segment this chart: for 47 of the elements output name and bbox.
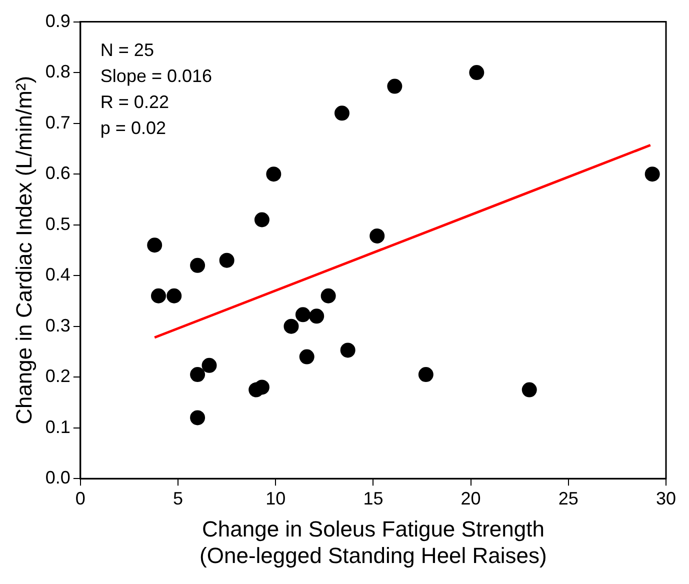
- y-tick-label: 0.9: [45, 10, 70, 31]
- x-axis-title: Change in Soleus Fatigue Strength (One-legged Standing Heel Raises): [200, 516, 547, 568]
- y-axis-title: Change in Cardiac Index (L/min/m²): [11, 76, 36, 424]
- x-tick-label: 25: [558, 488, 578, 508]
- point: [334, 106, 350, 121]
- y-tick-label: 0.3: [45, 315, 70, 336]
- x-tick-label: 20: [460, 488, 481, 508]
- x-tick-label: 15: [363, 488, 384, 508]
- point: [147, 238, 162, 253]
- point: [190, 258, 206, 273]
- x-tick-label: 5: [173, 488, 184, 508]
- annotation: p = 0.02: [100, 118, 166, 138]
- y-tick-label: 0.7: [45, 112, 70, 132]
- point: [219, 252, 234, 268]
- x-tick-label: 0: [75, 488, 86, 508]
- y-tick-label: 0.6: [45, 163, 70, 184]
- point: [469, 65, 484, 80]
- y-tick-label: 0.1: [45, 416, 70, 437]
- point: [295, 307, 310, 322]
- point: [266, 166, 282, 182]
- point: [340, 342, 356, 358]
- point: [254, 380, 270, 395]
- point: [190, 367, 206, 382]
- point: [522, 382, 537, 398]
- x-tick-label: 10: [266, 488, 286, 508]
- point: [151, 288, 166, 304]
- point: [299, 349, 314, 364]
- x-tick-label: 30: [656, 488, 676, 508]
- annotation: N = 25: [100, 40, 154, 60]
- y-tick-label: 0.8: [45, 62, 70, 82]
- annotation: R = 0.22: [100, 92, 169, 112]
- point: [320, 288, 336, 304]
- point: [387, 78, 402, 94]
- point: [309, 308, 324, 324]
- point: [418, 367, 434, 382]
- point: [370, 228, 385, 244]
- point: [254, 212, 270, 228]
- point: [284, 318, 299, 334]
- point: [166, 288, 182, 304]
- point: [202, 358, 217, 373]
- point: [190, 410, 206, 426]
- y-tick-label: 0.5: [45, 214, 70, 234]
- annotation: Slope = 0.016: [100, 66, 212, 86]
- y-tick-label: 0.4: [45, 264, 70, 285]
- point: [644, 166, 660, 182]
- y-tick-label: 0.2: [45, 366, 70, 386]
- y-tick-label: 0.0: [45, 468, 70, 488]
